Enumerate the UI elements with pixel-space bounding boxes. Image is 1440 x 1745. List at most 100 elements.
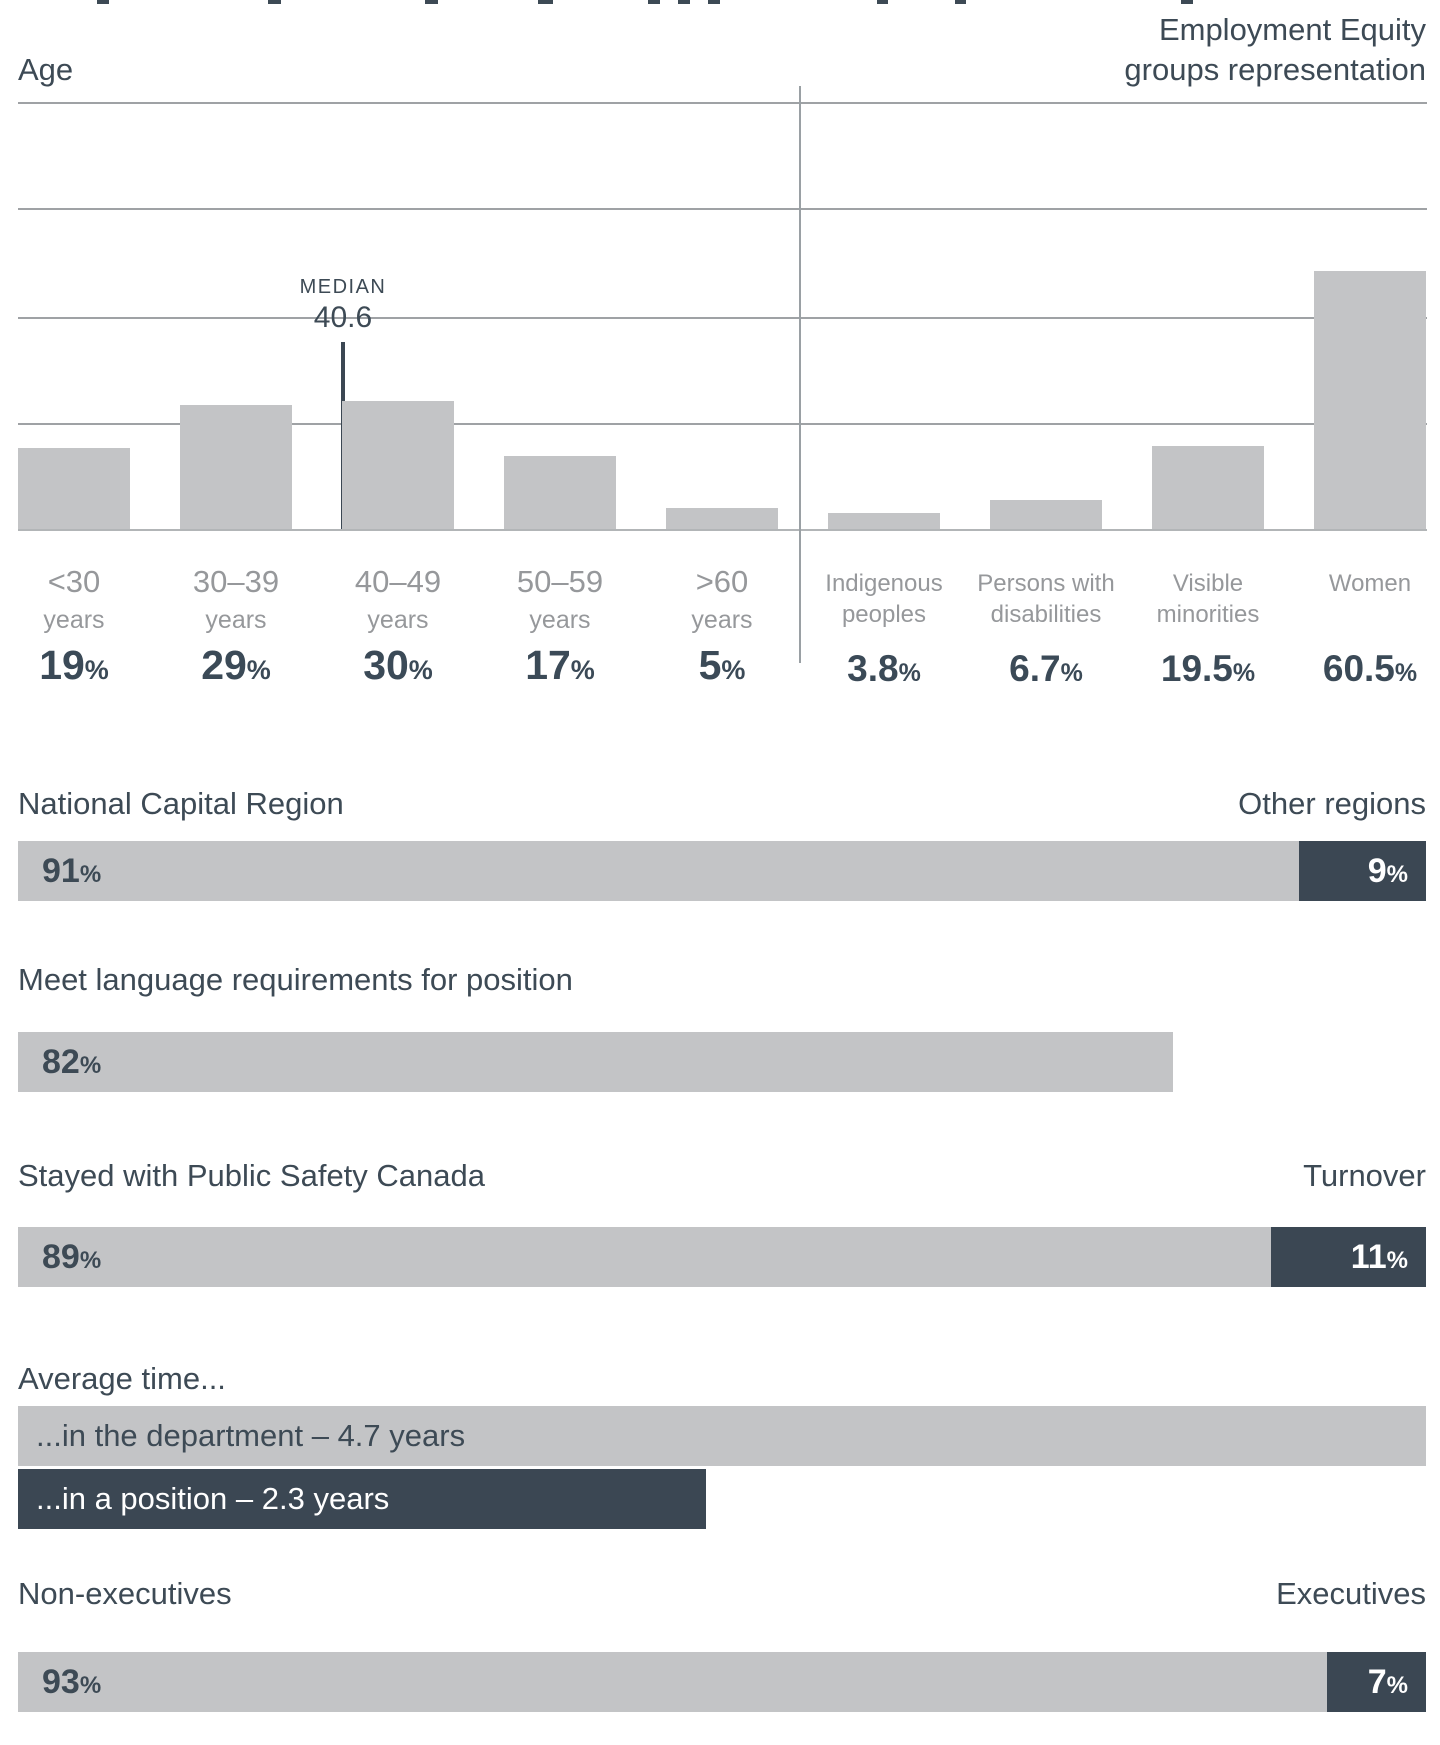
x-axis-line [18, 529, 1427, 531]
chart-divider-line [799, 86, 801, 663]
percent-sign: % [246, 655, 271, 685]
percent-sign: % [570, 655, 595, 685]
percent-sign: % [84, 655, 109, 685]
bar-age-under30 [18, 447, 130, 529]
equity-title-line2: groups representation [1124, 52, 1426, 87]
percent-sign: % [1232, 659, 1256, 687]
label-indigenous-peoples: Indigenous peoples [802, 568, 966, 630]
segment-other-regions: 9% [1299, 841, 1426, 901]
equity-label-line1: Visible [1172, 570, 1244, 597]
bar-age-50-59 [504, 456, 616, 529]
equity-label-line2: minorities [1156, 601, 1260, 628]
median-label: MEDIAN [299, 276, 387, 298]
label-average-time: Average time... [18, 1361, 226, 1396]
value-persons-with-disabilities: 6.7% [964, 648, 1128, 690]
bar-language: 82% [18, 1032, 1426, 1092]
age-chart-title: Age [18, 52, 74, 87]
cropped-text-fragment [648, 0, 660, 4]
percent-number: 19 [39, 642, 85, 688]
label-visible-minorities: Visible minorities [1126, 568, 1290, 630]
percent-sign: % [1394, 659, 1418, 687]
bar-retention-split: 89% 11% [18, 1227, 1426, 1287]
cropped-text-fragment [955, 0, 966, 4]
label-persons-with-disabilities: Persons with disabilities [964, 568, 1128, 630]
bar-region-split: 91% 9% [18, 841, 1426, 901]
equity-label-line2: disabilities [990, 601, 1102, 628]
label-turnover: Turnover [1303, 1158, 1426, 1193]
value-visible-minorities: 19.5% [1126, 648, 1290, 690]
percent-number: 3.8 [847, 648, 899, 689]
time-in-department-text: ...in the department – 4.7 years [36, 1418, 466, 1453]
language-value: 82% [42, 1042, 102, 1081]
equity-label-line1: Indigenous [825, 570, 943, 597]
age-sub: years [367, 606, 429, 634]
age-label-30-39: 30–39 years [154, 564, 318, 636]
bar-women [1314, 270, 1426, 529]
segment-turnover: 11% [1271, 1227, 1426, 1287]
age-label-over60: >60 years [640, 564, 804, 636]
bar-executives-split: 93% 7% [18, 1652, 1426, 1712]
segment-stayed: 89% [18, 1227, 1272, 1287]
bar-persons-with-disabilities [990, 500, 1102, 529]
bar-age-40-49 [342, 400, 454, 529]
percent-number: 30 [363, 642, 409, 688]
label-language-requirements: Meet language requirements for position [18, 962, 573, 997]
non-executives-value: 93% [42, 1662, 102, 1701]
median-annotation: MEDIAN 40.6 [233, 276, 453, 335]
segment-ncr: 91% [18, 841, 1300, 901]
segment-language: 82% [18, 1032, 1173, 1092]
turnover-value: 11% [1350, 1237, 1408, 1276]
equity-title-line1: Employment Equity [1158, 12, 1426, 47]
other-regions-value: 9% [1367, 851, 1408, 890]
label-non-executives: Non-executives [18, 1576, 232, 1611]
label-women: Women [1288, 568, 1440, 599]
age-sub: years [43, 606, 105, 634]
label-other-regions: Other regions [1238, 786, 1426, 821]
equity-label-line2: peoples [841, 601, 927, 628]
value-age-over60: 5% [640, 642, 804, 689]
value-age-30-39: 29% [154, 642, 318, 689]
age-label-40-49: 40–49 years [316, 564, 480, 636]
cropped-text-fragment [708, 0, 720, 4]
percent-number: 29 [201, 642, 247, 688]
age-range: 30–39 [192, 564, 280, 599]
age-range: <30 [47, 564, 101, 599]
age-sub: years [529, 606, 591, 634]
gridline-25pct [18, 423, 1427, 425]
cropped-text-fragment [877, 0, 888, 4]
percent-sign: % [1060, 659, 1083, 687]
cropped-text-fragment [97, 0, 109, 4]
bar-time-in-department: ...in the department – 4.7 years [18, 1406, 1426, 1466]
percent-number: 17 [525, 642, 571, 688]
stayed-value: 89% [42, 1237, 102, 1276]
bar-time-in-position: ...in a position – 2.3 years [18, 1469, 706, 1529]
value-age-under30: 19% [0, 642, 156, 689]
cropped-text-fragment [268, 0, 281, 4]
gridline-100pct [18, 102, 1427, 104]
equity-label-line1: Women [1328, 570, 1412, 597]
bar-age-over60 [666, 507, 778, 529]
equity-label-line1: Persons with [977, 570, 1115, 597]
value-indigenous-peoples: 3.8% [802, 648, 966, 690]
age-range: 50–59 [516, 564, 604, 599]
executives-value: 7% [1367, 1662, 1408, 1701]
percent-sign: % [721, 655, 746, 685]
ncr-value: 91% [42, 851, 102, 890]
cropped-text-fragment [538, 0, 553, 4]
bar-visible-minorities [1152, 445, 1264, 529]
age-range: >60 [695, 564, 749, 599]
age-range: 40–49 [354, 564, 442, 599]
age-sub: years [691, 606, 753, 634]
percent-number: 60.5 [1322, 648, 1395, 689]
value-age-50-59: 17% [478, 642, 642, 689]
median-value: 40.6 [313, 301, 373, 334]
percent-sign: % [408, 655, 433, 685]
percent-number: 5 [698, 642, 722, 688]
percent-sign: % [898, 659, 921, 687]
segment-executives: 7% [1327, 1652, 1426, 1712]
value-women: 60.5% [1288, 648, 1440, 690]
age-sub: years [205, 606, 267, 634]
percent-number: 6.7 [1009, 648, 1061, 689]
gridline-75pct [18, 208, 1427, 210]
